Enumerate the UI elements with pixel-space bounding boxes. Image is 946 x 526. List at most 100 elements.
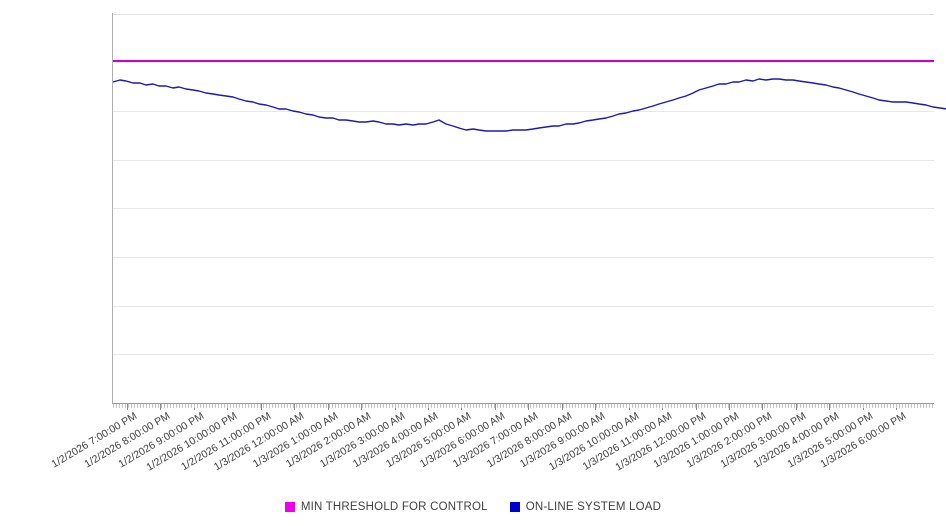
x-axis-minor-tick [776,404,777,408]
x-axis-minor-tick [713,404,714,408]
x-axis-minor-tick [338,404,339,408]
x-axis-minor-tick [152,404,153,408]
x-axis-minor-tick [239,404,240,408]
x-axis-minor-tick [584,404,585,408]
x-axis-minor-tick [914,404,915,408]
x-axis-minor-tick [281,404,282,408]
x-axis-minor-tick [407,404,408,408]
x-axis-minor-tick [242,404,243,408]
x-axis-minor-tick [284,404,285,408]
x-axis-minor-tick [881,404,882,408]
x-axis-minor-tick [866,404,867,408]
x-axis-minor-tick [860,404,861,408]
x-axis-minor-tick [767,404,768,408]
x-axis-minor-tick [524,404,525,408]
x-axis-major-tick [160,404,162,410]
x-axis-minor-tick [899,404,900,408]
gridline [113,62,934,63]
x-axis-minor-tick [893,404,894,408]
x-axis-minor-tick [578,404,579,408]
x-axis-minor-tick [863,404,864,408]
x-axis-minor-tick [515,404,516,408]
x-axis-minor-tick [371,404,372,408]
x-axis-minor-tick [743,404,744,408]
x-axis-minor-tick [431,404,432,408]
x-axis-minor-tick [209,404,210,408]
x-axis-minor-tick [449,404,450,408]
x-axis-minor-tick [227,404,228,408]
x-axis-minor-tick [530,404,531,408]
gridline [113,306,934,307]
x-axis-major-tick [260,404,262,410]
x-axis-minor-tick [365,404,366,408]
x-axis-minor-tick [329,404,330,408]
gridline [113,111,934,112]
x-axis-minor-tick [473,404,474,408]
x-axis-minor-tick [917,404,918,408]
x-axis-minor-tick [260,404,261,408]
x-axis-minor-tick [779,404,780,408]
x-axis-minor-tick [812,404,813,408]
legend-entry-min-threshold[interactable]: MIN THRESHOLD FOR CONTROL [284,501,488,513]
x-axis-minor-tick [587,404,588,408]
x-axis-minor-tick [932,404,933,408]
x-axis-minor-tick [341,404,342,408]
x-axis-minor-tick [680,404,681,408]
x-axis-minor-tick [461,404,462,408]
gridline [113,208,934,209]
x-axis-minor-tick [464,404,465,408]
x-axis-minor-tick [758,404,759,408]
x-axis-minor-tick [539,404,540,408]
x-axis-minor-tick [164,404,165,408]
x-axis-minor-tick [797,404,798,408]
x-axis-minor-tick [290,404,291,408]
x-axis-minor-tick [737,404,738,408]
legend-entry-online-system-load[interactable]: ON-LINE SYSTEM LOAD [509,501,661,513]
x-axis-minor-tick [503,404,504,408]
x-axis-minor-tick [644,404,645,408]
x-axis-minor-tick [476,404,477,408]
x-axis-minor-tick [557,404,558,408]
x-axis-minor-tick [710,404,711,408]
x-axis-minor-tick [155,404,156,408]
x-axis-minor-tick [647,404,648,408]
x-axis-minor-tick [527,404,528,408]
x-axis-minor-tick [650,404,651,408]
x-axis-minor-tick [800,404,801,408]
x-axis-minor-tick [551,404,552,408]
x-axis-minor-tick [704,404,705,408]
x-axis-minor-tick [317,404,318,408]
x-axis-minor-tick [752,404,753,408]
legend-label-min-threshold: MIN THRESHOLD FOR CONTROL [300,501,488,513]
x-axis-minor-tick [245,404,246,408]
x-axis-minor-tick [347,404,348,408]
x-axis-minor-tick [707,404,708,408]
x-axis-minor-tick [929,404,930,408]
x-axis-minor-tick [386,404,387,408]
x-axis-minor-tick [305,404,306,408]
x-axis-minor-tick [755,404,756,408]
x-axis-minor-tick [845,404,846,408]
x-axis-minor-tick [278,404,279,408]
x-axis-minor-tick [194,404,195,408]
x-axis-minor-tick [230,404,231,408]
series-layer [112,60,946,132]
x-axis-major-tick [361,404,363,410]
x-axis-minor-tick [509,404,510,408]
x-axis-minor-tick [200,404,201,408]
x-axis-minor-tick [842,404,843,408]
x-axis-major-tick [728,404,730,410]
x-axis-minor-tick [122,404,123,408]
x-axis-minor-tick [605,404,606,408]
x-axis-minor-tick [167,404,168,408]
x-axis-minor-tick [263,404,264,408]
x-axis-minor-tick [815,404,816,408]
x-axis-minor-tick [254,404,255,408]
x-axis-minor-tick [119,404,120,408]
x-axis-minor-tick [572,404,573,408]
x-axis-minor-tick [848,404,849,408]
x-axis-minor-tick [521,404,522,408]
x-axis-minor-tick [143,404,144,408]
x-axis-minor-tick [512,404,513,408]
x-axis-minor-tick [719,404,720,408]
